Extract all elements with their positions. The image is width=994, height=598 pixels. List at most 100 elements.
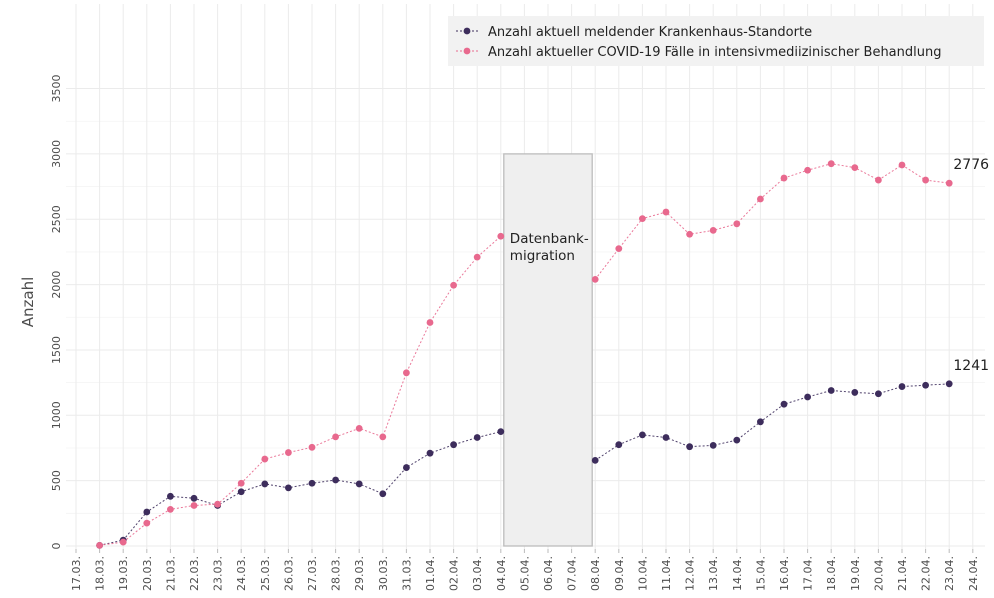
- x-tick-label: 18.03.: [94, 556, 107, 591]
- x-tick-label: 20.03.: [141, 556, 154, 591]
- data-point-series-0: [686, 443, 693, 451]
- data-point-series-1: [757, 195, 764, 203]
- x-tick-label: 02.04.: [448, 556, 461, 591]
- data-point-series-1: [827, 160, 835, 168]
- x-tick-label: 24.03.: [235, 556, 248, 591]
- y-tick-label: 3000: [50, 140, 63, 168]
- data-point-series-0: [945, 380, 953, 388]
- x-tick-label: 09.04.: [613, 556, 626, 591]
- x-tick-label: 29.03.: [353, 556, 366, 591]
- y-tick-label: 500: [50, 470, 63, 491]
- data-point-series-1: [214, 500, 222, 508]
- data-point-series-0: [591, 456, 599, 464]
- data-point-series-0: [403, 464, 410, 471]
- x-tick-label: 31.03.: [400, 556, 413, 591]
- y-tick-label: 2000: [50, 271, 63, 299]
- x-tick-label: 21.04.: [896, 556, 909, 591]
- data-point-series-1: [379, 433, 387, 441]
- data-point-series-1: [332, 433, 339, 441]
- x-tick-label: 23.03.: [212, 556, 225, 591]
- data-point-series-0: [709, 441, 717, 449]
- data-point-series-0: [167, 492, 174, 500]
- data-point-series-1: [403, 369, 410, 377]
- data-point-series-1: [875, 176, 882, 184]
- y-tick-label: 1500: [50, 336, 63, 364]
- data-point-series-0: [898, 383, 906, 390]
- migration-label-line1: Datenbank-: [510, 231, 589, 247]
- migration-label-line2: migration: [510, 248, 575, 264]
- x-tick-label: 11.04.: [660, 556, 673, 591]
- data-point-series-1: [237, 479, 245, 487]
- series-line-0: [99, 431, 501, 546]
- data-point-series-1: [261, 455, 269, 463]
- data-point-series-0: [662, 434, 670, 441]
- data-point-series-1: [167, 506, 174, 513]
- legend: Anzahl aktuell meldender Krankenhaus-Sta…: [448, 16, 984, 66]
- data-point-series-1: [662, 208, 670, 216]
- x-tick-label: 23.04.: [943, 556, 956, 591]
- data-point-series-1: [639, 215, 646, 222]
- data-point-series-1: [497, 232, 505, 240]
- data-point-series-0: [851, 389, 859, 396]
- data-point-series-1: [473, 253, 481, 261]
- x-tick-label: 12.04.: [684, 556, 697, 591]
- data-point-series-0: [237, 488, 245, 496]
- x-tick-label: 22.03.: [188, 556, 201, 591]
- y-tick-label: 0: [50, 543, 63, 550]
- legend-box: [448, 16, 984, 66]
- data-point-series-1: [615, 245, 623, 253]
- legend-label-1: Anzahl aktueller COVID-19 Fälle in inten…: [488, 45, 941, 60]
- x-tick-label: 24.04.: [967, 556, 980, 591]
- data-point-series-1: [190, 502, 198, 509]
- data-point-series-0: [639, 431, 646, 439]
- x-tick-label: 14.04.: [731, 556, 744, 591]
- x-tick-label: 04.04.: [495, 556, 508, 591]
- x-tick-label: 19.03.: [117, 556, 130, 591]
- x-tick-label: 07.04.: [566, 556, 579, 591]
- data-point-series-1: [119, 538, 127, 546]
- data-point-series-1: [355, 424, 363, 432]
- x-tick-label: 28.03.: [330, 556, 343, 591]
- data-point-series-1: [450, 281, 457, 289]
- data-point-series-1: [285, 449, 292, 456]
- data-point-series-0: [922, 381, 929, 389]
- data-point-series-1: [780, 174, 788, 182]
- x-tick-label: 10.04.: [636, 556, 649, 591]
- data-point-series-1: [143, 519, 151, 527]
- y-tick-label: 1000: [50, 401, 63, 429]
- data-point-series-0: [426, 449, 434, 457]
- data-point-series-1: [804, 166, 811, 174]
- end-annotations: 2776 1241: [953, 157, 989, 374]
- legend-label-0: Anzahl aktuell meldender Krankenhaus-Sta…: [488, 25, 812, 40]
- x-tick-label: 06.04.: [542, 556, 555, 591]
- data-point-series-1: [308, 443, 316, 451]
- x-tick-label: 19.04.: [849, 556, 862, 591]
- y-tick-label: 2500: [50, 205, 63, 233]
- x-tick-label: 17.03.: [70, 556, 83, 591]
- data-point-series-0: [757, 418, 764, 426]
- data-point-series-0: [308, 479, 316, 487]
- legend-marker-0: [463, 27, 471, 35]
- x-tick-label: 17.04.: [802, 556, 815, 591]
- data-point-series-0: [332, 476, 339, 484]
- data-point-series-1: [96, 541, 103, 549]
- data-point-series-0: [379, 490, 387, 498]
- data-point-series-1: [709, 226, 717, 234]
- data-point-series-1: [898, 161, 906, 169]
- x-tick-label: 16.04.: [778, 556, 791, 591]
- x-tick-label: 13.04.: [707, 556, 720, 591]
- data-point-series-1: [922, 176, 929, 184]
- series-line-1: [99, 235, 502, 546]
- data-point-series-0: [285, 484, 292, 492]
- data-point-series-0: [473, 434, 481, 441]
- x-axis-ticks: 17.03. 18.03. 19.03. 20.03. 21.03. 22.03. 23.0…: [70, 549, 980, 591]
- series-line-1: [594, 163, 950, 280]
- series-line-0: [594, 383, 950, 461]
- value-annotation: 2776: [953, 157, 989, 173]
- data-point-series-0: [355, 480, 363, 488]
- database-migration-region: Datenbank-migration: [503, 153, 593, 547]
- y-axis-label: Anzahl: [19, 277, 37, 328]
- migration-shade: [503, 153, 593, 547]
- data-point-series-0: [497, 428, 505, 436]
